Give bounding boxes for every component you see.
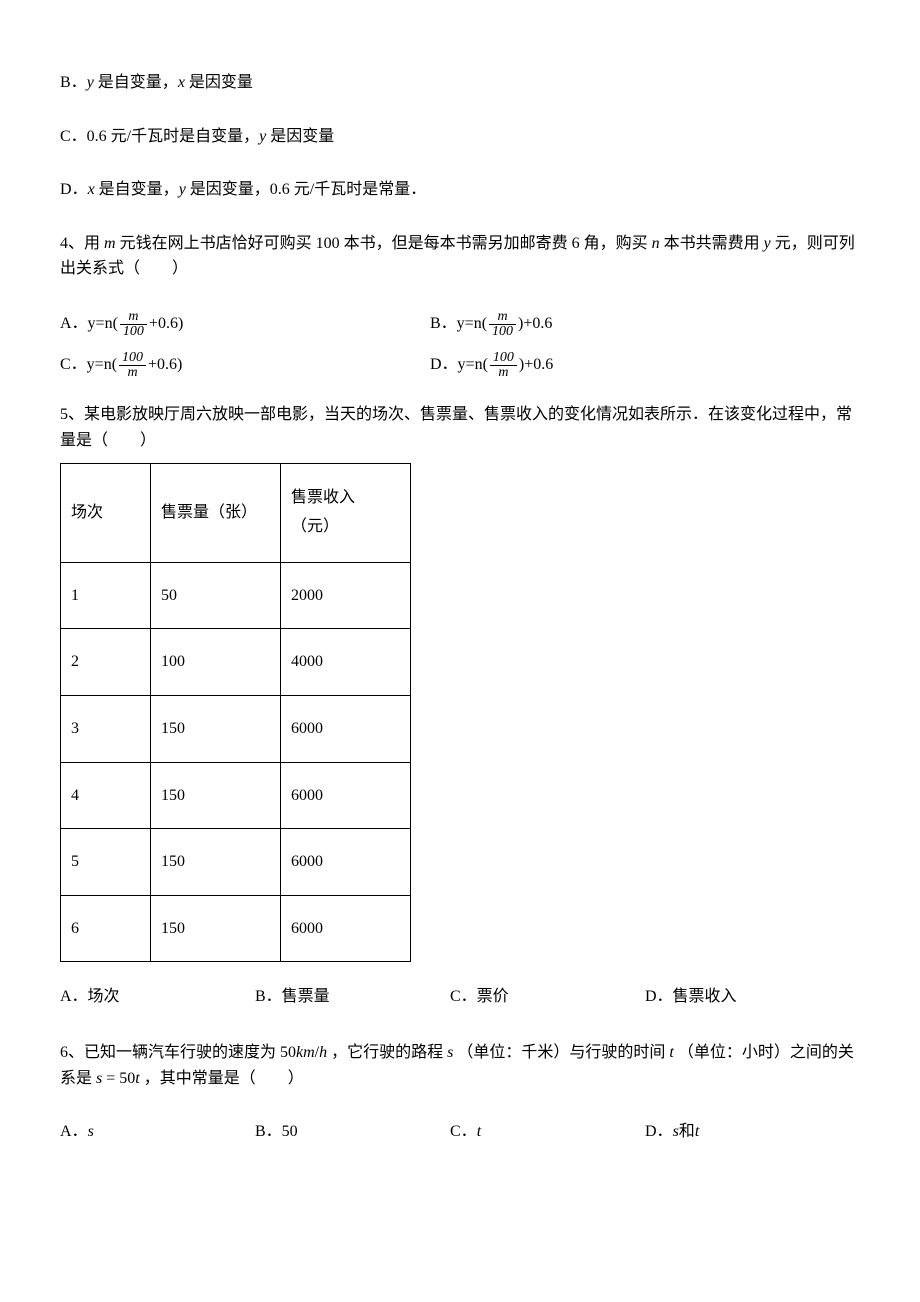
q4c-num: 100	[119, 351, 146, 366]
table-row: 31506000	[61, 695, 411, 762]
q4-options-row2: C．y=n(100m+0.6) D．y=n(100m)+0.6	[60, 351, 860, 380]
q4b-pre: B．y=n(	[430, 315, 487, 332]
cell: 5	[61, 829, 151, 896]
q4-options-row1: A．y=n(m100+0.6) B．y=n(m100)+0.6	[60, 310, 860, 339]
q6-option-d: D．s和t	[645, 1119, 840, 1145]
q4-option-d: D．y=n(100m)+0.6	[430, 351, 553, 380]
q5-header-3: 售票收入（元）	[281, 464, 411, 563]
q6-option-c: C．t	[450, 1119, 645, 1145]
cell: 150	[151, 829, 281, 896]
q5-options: A．场次 B．售票量 C．票价 D．售票收入	[60, 984, 860, 1010]
q5-stem: 5、某电影放映厅周六放映一部电影，当天的场次、售票量、售票收入的变化情况如表所示…	[60, 402, 860, 453]
q4a-post: +0.6)	[149, 315, 183, 332]
cell: 100	[151, 629, 281, 696]
q6-option-a: A．s	[60, 1119, 255, 1145]
q4d-pre: D．y=n(	[430, 356, 488, 373]
q4c-den: m	[119, 366, 146, 380]
table-row: 41506000	[61, 762, 411, 829]
cell: 4000	[281, 629, 411, 696]
q4d-num: 100	[490, 351, 517, 366]
q3-option-c: C．0.6 元/千瓦时是自变量，y 是因变量	[60, 124, 860, 150]
cell: 150	[151, 695, 281, 762]
cell: 150	[151, 895, 281, 962]
q4b-post: )+0.6	[518, 315, 552, 332]
q4a-den: 100	[120, 325, 147, 339]
cell: 6	[61, 895, 151, 962]
table-header-row: 场次 售票量（张） 售票收入（元）	[61, 464, 411, 563]
q5-option-c: C．票价	[450, 984, 645, 1010]
cell: 4	[61, 762, 151, 829]
cell: 150	[151, 762, 281, 829]
q3-option-d: D．x 是自变量，y 是因变量，0.6 元/千瓦时是常量．	[60, 177, 860, 203]
q4-option-c: C．y=n(100m+0.6)	[60, 351, 430, 380]
q5-header-2: 售票量（张）	[151, 464, 281, 563]
q4b-den: 100	[489, 325, 516, 339]
cell: 50	[151, 562, 281, 629]
q4d-den: m	[490, 366, 517, 380]
q5-option-d: D．售票收入	[645, 984, 840, 1010]
q5-option-b: B．售票量	[255, 984, 450, 1010]
cell: 2	[61, 629, 151, 696]
q6-option-b: B．50	[255, 1119, 450, 1145]
table-row: 61506000	[61, 895, 411, 962]
table-row: 21004000	[61, 629, 411, 696]
q5-option-a: A．场次	[60, 984, 255, 1010]
q3-option-b: B．y 是自变量，x 是因变量	[60, 70, 860, 96]
cell: 6000	[281, 829, 411, 896]
table-row: 1502000	[61, 562, 411, 629]
cell: 6000	[281, 695, 411, 762]
q4c-pre: C．y=n(	[60, 356, 117, 373]
q5-table: 场次 售票量（张） 售票收入（元） 1502000 21004000 31506…	[60, 463, 411, 962]
cell: 3	[61, 695, 151, 762]
q4c-post: +0.6)	[148, 356, 182, 373]
q6-options: A．s B．50 C．t D．s和t	[60, 1119, 860, 1145]
q4a-num: m	[120, 310, 147, 325]
q6-stem: 6、已知一辆汽车行驶的速度为 50km/h ，它行驶的路程 s （单位：千米）与…	[60, 1040, 860, 1091]
cell: 6000	[281, 895, 411, 962]
q4-option-b: B．y=n(m100)+0.6	[430, 310, 552, 339]
q4a-pre: A．y=n(	[60, 315, 118, 332]
q4-option-a: A．y=n(m100+0.6)	[60, 310, 430, 339]
q4-stem: 4、用 m 元钱在网上书店恰好可购买 100 本书，但是每本书需另加邮寄费 6 …	[60, 231, 860, 282]
cell: 2000	[281, 562, 411, 629]
cell: 1	[61, 562, 151, 629]
q5-header-1: 场次	[61, 464, 151, 563]
table-row: 51506000	[61, 829, 411, 896]
q4b-num: m	[489, 310, 516, 325]
q4d-post: )+0.6	[519, 356, 553, 373]
cell: 6000	[281, 762, 411, 829]
